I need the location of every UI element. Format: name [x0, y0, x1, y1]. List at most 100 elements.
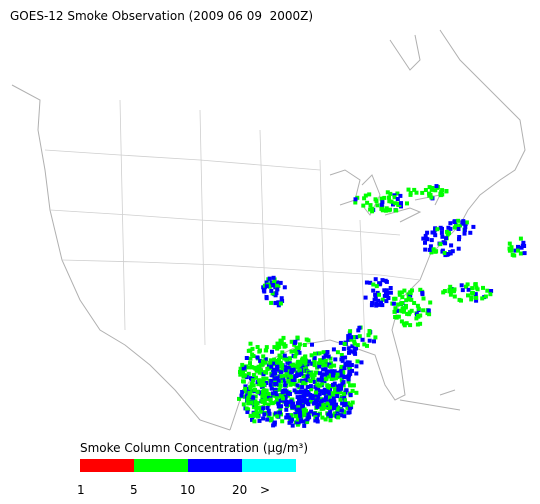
smoke-pixel: [271, 361, 276, 365]
smoke-pixel: [267, 276, 272, 281]
smoke-pixel: [291, 367, 296, 372]
smoke-pixel: [367, 331, 372, 336]
smoke-pixel: [373, 295, 378, 300]
smoke-pixel: [295, 395, 300, 400]
smoke-pixel: [278, 383, 283, 388]
smoke-pixel: [373, 335, 378, 340]
smoke-pixel: [325, 350, 330, 354]
smoke-pixel: [268, 358, 273, 363]
smoke-pixel: [326, 412, 331, 417]
smoke-pixel: [321, 350, 326, 355]
smoke-pixel: [395, 191, 400, 196]
smoke-pixel: [284, 357, 289, 362]
smoke-pixel: [332, 399, 337, 404]
smoke-pixel: [274, 382, 279, 387]
smoke-pixel: [294, 345, 299, 350]
smoke-pixel: [296, 407, 301, 412]
smoke-pixel: [262, 401, 267, 406]
smoke-pixel: [240, 390, 245, 394]
smoke-pixel: [288, 382, 293, 387]
smoke-pixel: [295, 335, 300, 340]
smoke-pixel: [379, 300, 383, 305]
smoke-pixel: [329, 377, 334, 381]
smoke-pixel: [309, 387, 314, 392]
smoke-pixel: [371, 288, 376, 293]
smoke-pixel: [454, 223, 458, 228]
smoke-pixel: [329, 398, 333, 403]
smoke-pixel: [305, 374, 310, 379]
smoke-pixel: [352, 339, 357, 344]
smoke-pixel: [423, 188, 428, 192]
smoke-pixel: [302, 423, 307, 428]
smoke-pixel: [248, 356, 253, 361]
smoke-pixel: [303, 355, 307, 360]
legend-swatch: [80, 459, 134, 472]
smoke-pixel: [458, 223, 463, 228]
smoke-pixel: [335, 372, 340, 377]
smoke-pixel: [507, 248, 512, 253]
smoke-pixel: [441, 240, 446, 245]
smoke-pixel: [290, 402, 295, 407]
smoke-pixel: [249, 389, 254, 394]
smoke-pixel: [355, 343, 360, 348]
smoke-pixel: [516, 248, 520, 253]
smoke-pixel: [412, 187, 417, 192]
smoke-pixel: [252, 411, 257, 416]
smoke-pixel: [266, 391, 271, 396]
smoke-pixel: [305, 362, 310, 367]
smoke-pixel: [370, 301, 375, 305]
smoke-pixel: [363, 193, 368, 198]
smoke-pixel: [328, 388, 333, 393]
smoke-pixel: [279, 374, 284, 379]
smoke-pixel: [383, 208, 388, 213]
smoke-pixel: [396, 314, 401, 319]
smoke-pixel: [241, 374, 246, 379]
smoke-pixel: [420, 190, 425, 195]
smoke-pixel: [433, 233, 438, 238]
smoke-pixel: [342, 366, 347, 371]
smoke-pixel: [276, 401, 281, 406]
smoke-pixel: [374, 199, 379, 203]
smoke-pixel: [330, 369, 335, 374]
smoke-pixel: [287, 415, 292, 420]
smoke-pixel: [448, 221, 453, 226]
smoke-pixel: [293, 412, 298, 417]
smoke-pixel: [301, 380, 306, 385]
smoke-pixel: [300, 385, 305, 390]
smoke-pixel: [268, 382, 273, 387]
smoke-pixel: [301, 374, 306, 378]
smoke-pixel: [284, 407, 289, 412]
smoke-pixel: [312, 380, 317, 384]
smoke-pixel: [255, 389, 260, 394]
smoke-pixel: [339, 394, 344, 399]
smoke-pixel: [452, 220, 457, 225]
smoke-pixel: [333, 387, 337, 392]
legend-label: 5: [130, 483, 138, 497]
smoke-pixel: [241, 402, 246, 407]
smoke-pixel: [303, 358, 308, 363]
smoke-pixel: [485, 288, 490, 293]
smoke-pixel: [238, 366, 243, 371]
smoke-pixel: [285, 393, 290, 398]
smoke-pixel: [276, 360, 281, 365]
smoke-pixel: [324, 405, 329, 410]
smoke-pixel: [350, 400, 355, 405]
smoke-pixel: [280, 350, 285, 355]
smoke-pixel: [278, 360, 283, 365]
smoke-pixel: [400, 301, 405, 305]
smoke-pixel: [346, 379, 351, 384]
smoke-pixel: [283, 383, 288, 388]
smoke-pixel: [253, 387, 257, 392]
smoke-pixel: [297, 398, 301, 403]
smoke-pixel: [397, 308, 402, 313]
smoke-pixel: [319, 399, 323, 404]
smoke-pixel: [280, 396, 285, 401]
smoke-pixel: [388, 191, 393, 196]
smoke-pixel: [350, 344, 355, 349]
smoke-pixel: [400, 309, 405, 314]
smoke-pixel: [264, 345, 269, 350]
smoke-pixel: [352, 341, 357, 346]
smoke-pixel: [342, 410, 347, 415]
smoke-pixel: [316, 395, 321, 400]
smoke-pixel: [284, 415, 289, 420]
